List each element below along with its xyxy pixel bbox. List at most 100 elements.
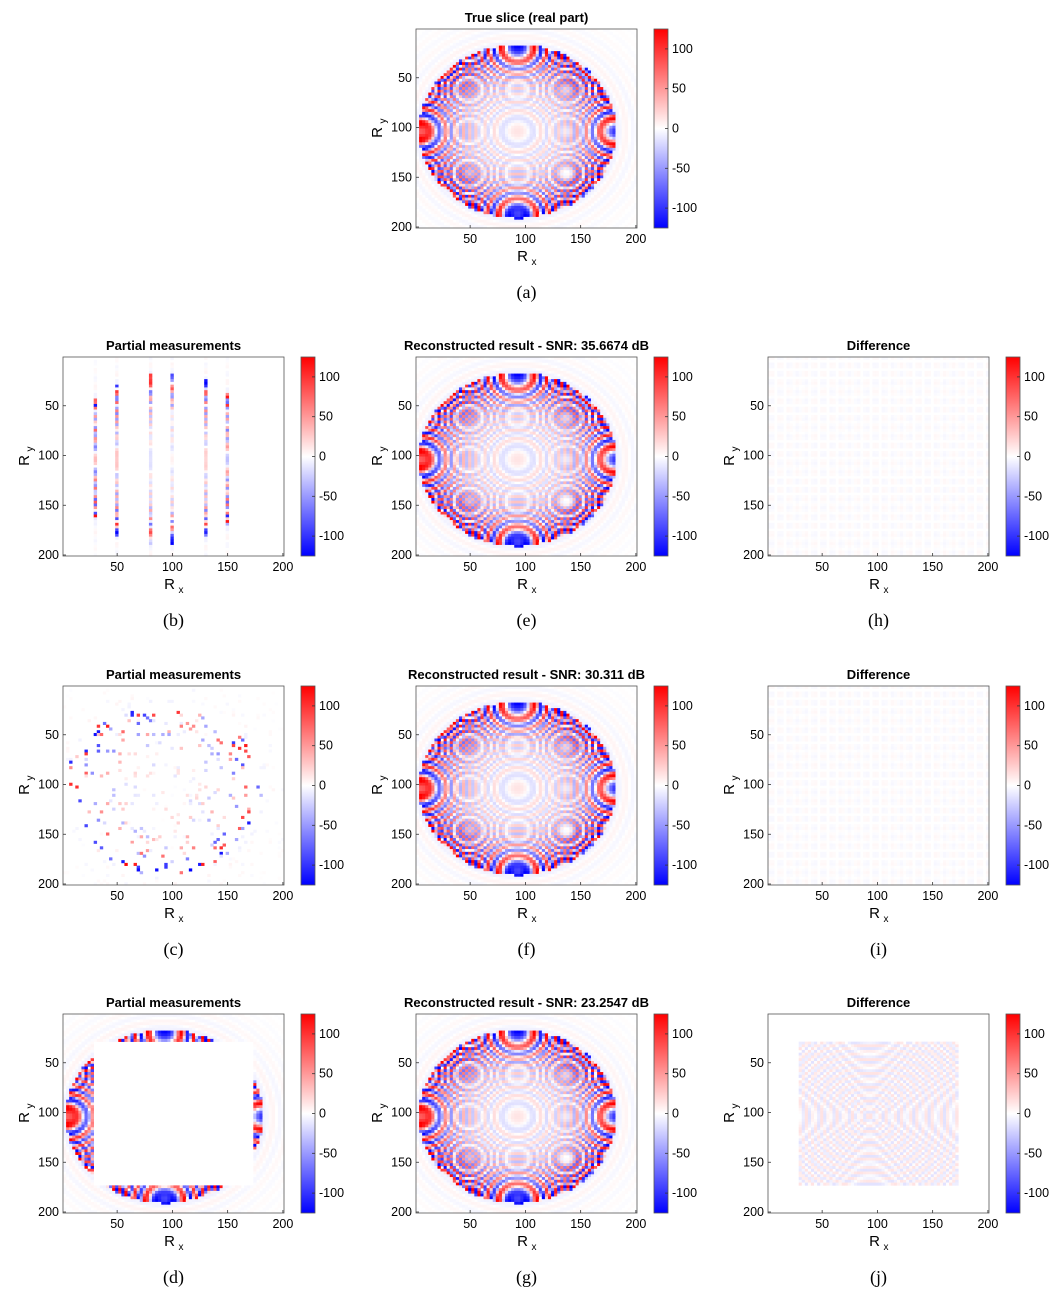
colorbar-tick-label: 50 <box>672 410 686 424</box>
y-axis-label: R <box>721 1112 738 1123</box>
colorbar-tick-label: -50 <box>672 818 690 832</box>
x-tick-label: 50 <box>815 560 829 574</box>
x-axis-label-sub: x <box>532 585 537 596</box>
y-axis-label-group: Ry <box>721 447 741 466</box>
colorbar-tick-label: -100 <box>672 201 697 215</box>
colorbar-tick-label: 0 <box>1024 1107 1031 1121</box>
y-tick-label: 50 <box>45 728 59 742</box>
panel-title: True slice (real part) <box>465 10 589 25</box>
x-axis-label: R <box>869 1233 880 1250</box>
panel-a: True slice (real part)50 100 150 2005010015… <box>369 10 697 303</box>
colorbar-tick-label: -100 <box>319 1186 344 1200</box>
panel-title: Reconstructed result - SNR: 23.2547 dB <box>404 995 649 1010</box>
y-tick-label: 150 <box>743 1155 764 1169</box>
y-tick-label: 200 <box>391 548 412 562</box>
colorbar-tick-label: 50 <box>672 739 686 753</box>
y-tick-label: 200 <box>391 220 412 234</box>
y-axis-label-group: Ry <box>369 1104 389 1123</box>
x-axis-label: R <box>869 576 880 593</box>
colorbar-tick-label: 0 <box>319 779 326 793</box>
x-tick-label: 100 <box>162 560 183 574</box>
panel-e: Reconstructed result - SNR: 35.6674 dB50… <box>369 338 697 631</box>
y-tick-label: 150 <box>38 827 59 841</box>
x-axis-label-sub: x <box>179 585 184 596</box>
y-tick-label: 200 <box>38 548 59 562</box>
colorbar-tick-label: 100 <box>1024 699 1045 713</box>
y-tick-label: 200 <box>743 1205 764 1219</box>
y-axis-label-group: Ry <box>16 447 36 466</box>
colorbar-tick-label: 100 <box>672 42 693 56</box>
x-tick-label: 50 <box>110 1217 124 1231</box>
x-tick-label: 200 <box>977 889 998 903</box>
x-tick-label: 200 <box>977 1217 998 1231</box>
colorbar-tick-label: 50 <box>672 82 686 96</box>
panel-caption: (f) <box>518 939 536 960</box>
x-axis-label-sub: x <box>884 1242 889 1253</box>
x-axis-label: R <box>517 576 528 593</box>
colorbar-tick-label: 0 <box>1024 450 1031 464</box>
x-axis-label-sub: x <box>532 1242 537 1253</box>
heatmap-image <box>416 1014 637 1213</box>
x-axis-label: R <box>164 905 175 922</box>
y-axis-label-sub: y <box>730 776 741 781</box>
colorbar-tick-label: 50 <box>319 1067 333 1081</box>
y-tick-label: 200 <box>743 877 764 891</box>
colorbar-tick-label: 100 <box>1024 1027 1045 1041</box>
x-tick-label: 100 <box>515 232 536 246</box>
colorbar-tick-label: -50 <box>319 818 337 832</box>
x-tick-label: 50 <box>463 889 477 903</box>
heatmap-image <box>63 686 284 885</box>
y-tick-label: 100 <box>743 1106 764 1120</box>
x-axis-label-sub: x <box>179 914 184 925</box>
y-axis-label: R <box>16 455 33 466</box>
y-tick-label: 50 <box>750 728 764 742</box>
x-tick-label: 150 <box>570 889 591 903</box>
x-tick-label: 50 <box>110 560 124 574</box>
panel-title: Difference <box>847 667 911 682</box>
colorbar-tick-label: 0 <box>319 1107 326 1121</box>
y-tick-label: 50 <box>750 1056 764 1070</box>
y-tick-label: 150 <box>38 1155 59 1169</box>
y-tick-label: 50 <box>398 399 412 413</box>
y-tick-label: 100 <box>38 778 59 792</box>
y-axis-label: R <box>721 784 738 795</box>
x-axis-label-sub: x <box>884 585 889 596</box>
y-tick-label: 50 <box>398 1056 412 1070</box>
panel-caption: (a) <box>517 282 537 303</box>
x-tick-label: 50 <box>463 560 477 574</box>
y-tick-label: 50 <box>398 71 412 85</box>
y-axis-label-sub: y <box>730 1104 741 1109</box>
y-tick-label: 150 <box>391 170 412 184</box>
y-axis-label: R <box>16 1112 33 1123</box>
y-tick-label: 150 <box>391 827 412 841</box>
y-tick-label: 50 <box>750 399 764 413</box>
x-tick-label: 100 <box>162 1217 183 1231</box>
x-tick-label: 100 <box>162 889 183 903</box>
y-axis-label-group: Ry <box>369 119 389 138</box>
y-tick-label: 50 <box>398 728 412 742</box>
heatmap-image <box>416 29 637 228</box>
y-tick-label: 100 <box>391 449 412 463</box>
panel-caption: (d) <box>163 1267 184 1288</box>
y-tick-label: 100 <box>38 449 59 463</box>
y-axis-label-sub: y <box>378 447 389 452</box>
x-tick-label: 200 <box>977 560 998 574</box>
y-axis-label-sub: y <box>25 1104 36 1109</box>
x-tick-label: 200 <box>272 560 293 574</box>
x-tick-label: 50 <box>463 232 477 246</box>
colorbar-tick-label: 100 <box>319 699 340 713</box>
colorbar-tick-label: -100 <box>672 1186 697 1200</box>
x-axis-label-sub: x <box>532 914 537 925</box>
x-tick-label: 100 <box>867 560 888 574</box>
